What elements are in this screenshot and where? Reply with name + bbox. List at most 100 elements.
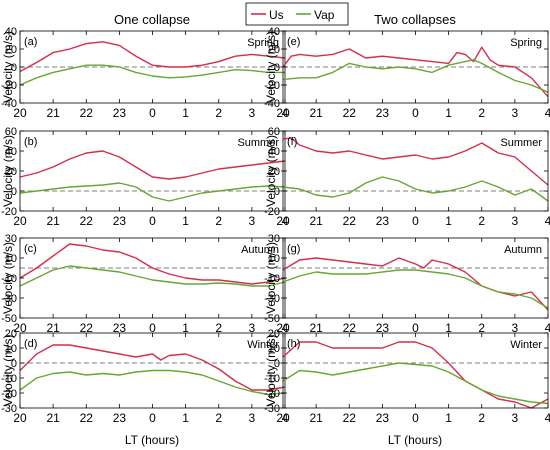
y-axis-title: Velocity (m/s): [264, 242, 278, 314]
y-tick-label: 10: [5, 253, 17, 265]
x-tick-label: 23: [376, 321, 390, 335]
series-us-line: [19, 41, 286, 73]
y-tick-label: -20: [1, 388, 17, 400]
x-tick-label: 1: [445, 321, 452, 335]
x-tick-label: 2: [215, 214, 222, 228]
x-tick-label: 4: [282, 411, 289, 425]
y-tick-label: 0: [274, 358, 280, 370]
x-tick-label: 3: [249, 106, 256, 120]
x-tick-label: 1: [445, 411, 452, 425]
x-tick-label: 1: [445, 214, 452, 228]
legend-vap-label: Vap: [314, 8, 335, 22]
panel-label: (g): [287, 243, 300, 255]
x-tick-label: 21: [309, 411, 323, 425]
col-title-right: Two collapses: [374, 12, 456, 27]
y-tick-label: -10: [1, 373, 17, 385]
x-tick-label: 22: [80, 106, 94, 120]
x-tick-label: 4: [545, 321, 550, 335]
y-tick-label: 30: [268, 233, 280, 245]
x-tick-label: 1: [182, 214, 189, 228]
x-tick-label: 21: [309, 214, 323, 228]
panel-label: (h): [287, 338, 300, 350]
season-label: Autumn: [241, 244, 279, 256]
x-tick-label: 4: [282, 214, 289, 228]
season-label: Winter: [247, 339, 279, 351]
series-vap-line: [282, 176, 549, 202]
season-label: Spring: [247, 37, 279, 49]
season-label: Spring: [510, 37, 542, 49]
x-tick-label: 20: [276, 321, 290, 335]
y-tick-label: -30: [1, 293, 17, 305]
x-tick-label: 3: [512, 214, 519, 228]
x-tick-label: 4: [282, 106, 289, 120]
x-tick-label: 4: [545, 106, 550, 120]
y-axis-title: Velocity (m/s): [264, 334, 278, 406]
x-tick-label: 2: [215, 321, 222, 335]
y-tick-label: 40: [268, 146, 280, 158]
y-tick-label: -20: [264, 206, 280, 218]
legend-us-label: Us: [269, 8, 284, 22]
x-tick-label: 2: [215, 106, 222, 120]
y-tick-label: 30: [5, 233, 17, 245]
y-tick-label: -30: [264, 403, 280, 415]
y-tick-label: -20: [264, 80, 280, 92]
y-tick-label: -50: [264, 313, 280, 325]
x-tick-label: 22: [343, 106, 357, 120]
y-tick-label: 60: [5, 126, 17, 138]
y-tick-label: 0: [11, 62, 17, 74]
x-tick-label: 20: [13, 106, 27, 120]
y-tick-label: 0: [274, 186, 280, 198]
x-tick-label: 23: [113, 321, 127, 335]
x-tick-label: 0: [149, 214, 156, 228]
x-tick-label: 3: [512, 321, 519, 335]
x-tick-label: 22: [80, 321, 94, 335]
x-tick-label: 0: [149, 321, 156, 335]
y-axis-title: Velocity (m/s): [1, 31, 15, 103]
y-tick-label: -20: [1, 206, 17, 218]
panel-label: (d): [24, 338, 37, 350]
y-axis-title: Velocity (m/s): [1, 135, 15, 207]
x-tick-label: 22: [343, 214, 357, 228]
x-tick-label: 4: [545, 214, 550, 228]
series-us-line: [282, 341, 549, 409]
panel-label: (e): [287, 36, 300, 48]
y-tick-label: -10: [264, 373, 280, 385]
panel-label: (a): [24, 36, 37, 48]
panel-label: (b): [24, 136, 37, 148]
legend: Us Vap: [245, 2, 349, 26]
x-tick-label: 4: [282, 321, 289, 335]
y-axis-title: Velocity (m/s): [264, 135, 278, 207]
x-tick-label: 23: [113, 106, 127, 120]
x-tick-label: 23: [376, 106, 390, 120]
y-tick-label: 0: [11, 358, 17, 370]
x-tick-label: 0: [412, 106, 419, 120]
y-tick-label: -20: [264, 388, 280, 400]
season-label: Summer: [237, 137, 279, 149]
season-label: Summer: [500, 137, 542, 149]
season-label: Winter: [510, 339, 542, 351]
series-vap-line: [19, 265, 286, 287]
series-vap-line: [282, 362, 549, 405]
x-tick-label: 21: [46, 106, 60, 120]
y-tick-label: 20: [268, 166, 280, 178]
x-tick-label: 3: [249, 214, 256, 228]
y-tick-label: -30: [264, 293, 280, 305]
y-tick-label: 20: [5, 328, 17, 340]
x-tick-label: 23: [113, 214, 127, 228]
x-tick-label: 23: [113, 411, 127, 425]
x-tick-label: 21: [46, 214, 60, 228]
x-tick-label: 23: [376, 214, 390, 228]
y-tick-label: 10: [5, 343, 17, 355]
y-tick-label: -50: [1, 313, 17, 325]
x-tick-label: 3: [249, 411, 256, 425]
series-vap-line: [19, 182, 286, 202]
x-tick-label: 22: [80, 411, 94, 425]
x-tick-label: 21: [309, 321, 323, 335]
x-tick-label: 3: [249, 321, 256, 335]
y-tick-label: 10: [268, 343, 280, 355]
